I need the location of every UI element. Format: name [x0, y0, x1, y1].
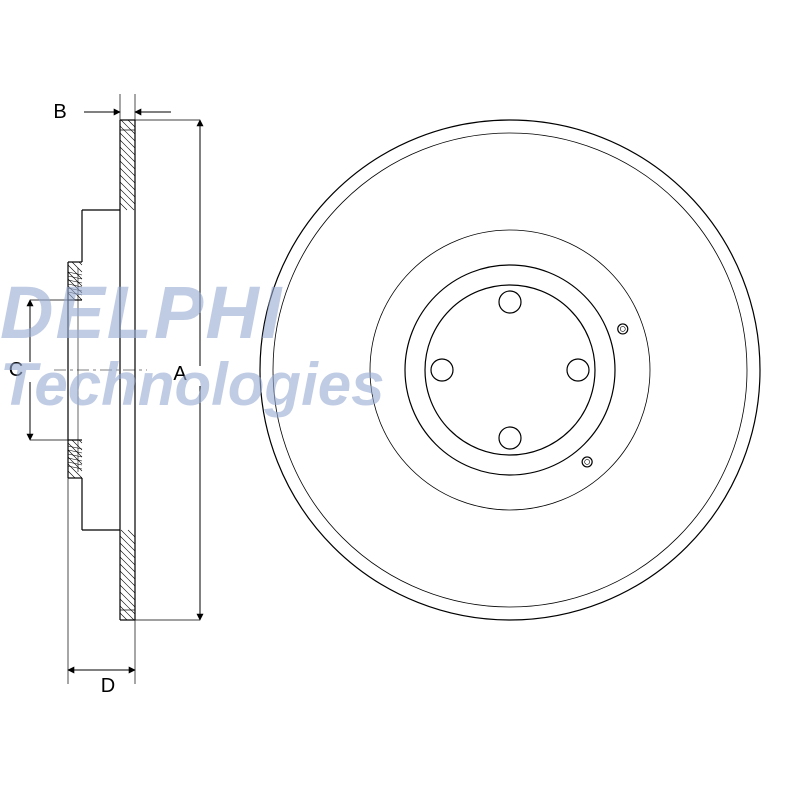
- dim-label-a: A: [173, 363, 187, 385]
- dimension-callouts: A B C D: [9, 94, 200, 697]
- dim-label-c: C: [9, 359, 23, 381]
- front-view: [260, 120, 760, 620]
- technical-drawing: A B C D: [0, 0, 800, 800]
- dim-label-b: B: [53, 101, 66, 123]
- dim-label-d: D: [101, 675, 115, 697]
